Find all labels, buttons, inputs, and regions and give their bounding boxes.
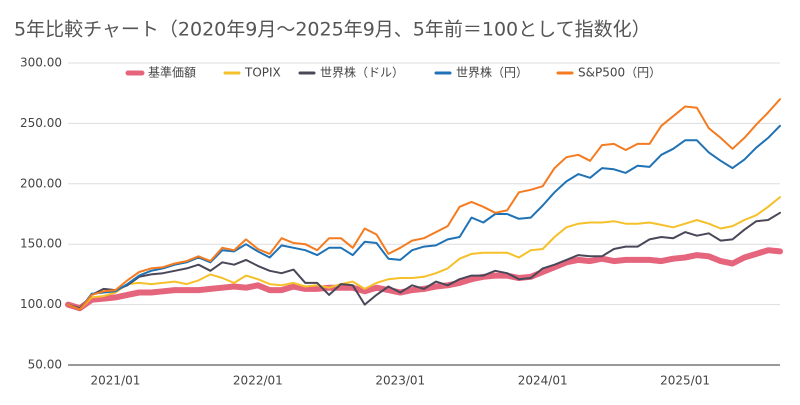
series-line	[67, 124, 781, 311]
y-tick-label: 250.00	[20, 116, 62, 130]
legend-label: 世界株（円）	[456, 65, 528, 80]
x-tick-label: 2021/01	[91, 374, 141, 388]
x-tick-label: 2024/01	[518, 374, 568, 388]
x-tick-label: 2025/01	[660, 374, 710, 388]
chart-title: 5年比較チャート（2020年9月〜2025年9月、5年前＝100として指数化）	[14, 19, 651, 41]
legend-label: 基準価額	[148, 65, 196, 80]
y-tick-label: 200.00	[20, 176, 62, 190]
x-tick-label: 2022/01	[233, 374, 283, 388]
y-tick-label: 50.00	[28, 358, 62, 372]
legend-label: 世界株（ドル）	[320, 65, 404, 80]
legend-label: TOPIX	[244, 66, 281, 80]
series-line	[67, 211, 781, 310]
y-tick-label: 100.00	[20, 297, 62, 311]
legend-label: S&P500（円）	[578, 66, 661, 80]
series-line	[65, 247, 783, 312]
y-tick-label: 300.00	[20, 56, 62, 70]
x-tick-label: 2023/01	[375, 374, 425, 388]
series-line	[67, 98, 781, 311]
y-tick-label: 150.00	[20, 237, 62, 251]
series-line	[67, 196, 781, 311]
